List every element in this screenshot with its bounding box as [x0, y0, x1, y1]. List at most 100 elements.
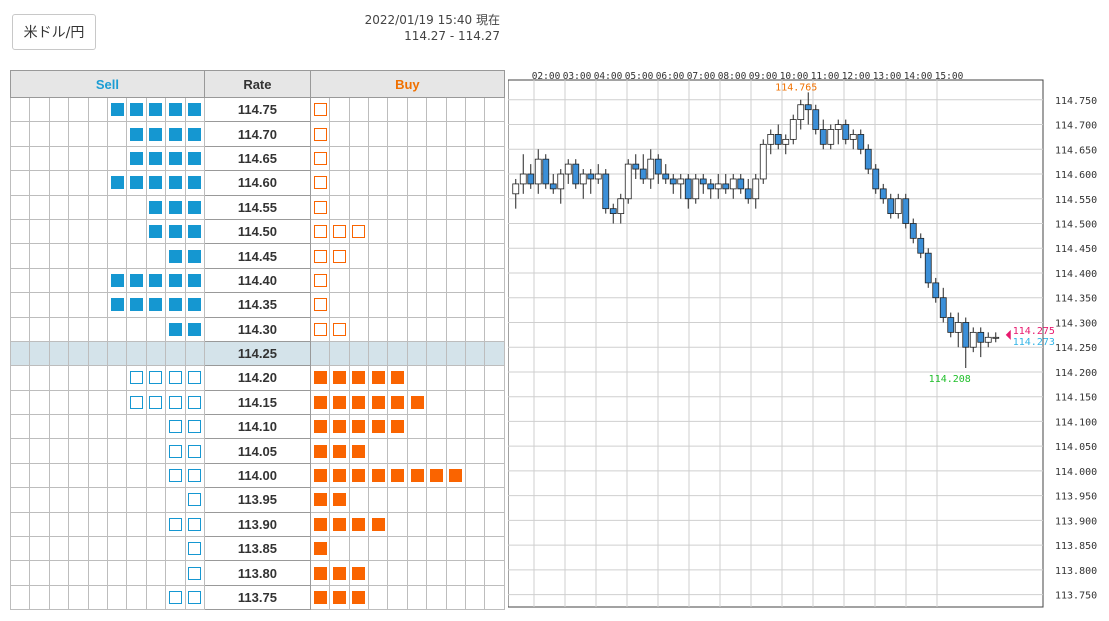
candle-down: [932, 282, 940, 299]
sell-cell: [165, 438, 186, 464]
sell-cell: [106, 316, 128, 342]
y-axis-tick-label: 113.950: [1055, 492, 1097, 503]
sell-order-block: [188, 444, 202, 458]
sell-cell: [48, 194, 70, 220]
candle-down: [977, 331, 985, 343]
candle-down: [804, 104, 812, 111]
buy-order-block: [371, 371, 385, 385]
sell-order-block: [188, 273, 202, 287]
sell-cell: [87, 170, 108, 196]
candle-up: [557, 173, 565, 190]
candle-down: [939, 297, 947, 318]
buy-cell: [426, 170, 447, 196]
buy-cell: [309, 267, 331, 294]
candle-up: [512, 183, 520, 195]
buy-cell: [445, 243, 467, 269]
order-book-row: 114.30: [9, 316, 505, 342]
sell-order-block: [149, 200, 163, 214]
buy-cell: [445, 145, 467, 172]
x-axis-tick-label: 06:00: [656, 71, 685, 82]
sell-order-block: [168, 444, 182, 458]
buy-cell: [329, 218, 350, 245]
order-book-row: 114.45: [9, 243, 505, 269]
sell-cell: [145, 389, 167, 416]
buy-cell: [445, 487, 467, 513]
sell-cell: [48, 511, 70, 538]
sell-cell: [126, 584, 147, 611]
sell-cell: [68, 316, 89, 342]
rate-cell: 114.60: [203, 170, 311, 196]
candle-down: [864, 148, 872, 170]
buy-cell: [309, 365, 331, 391]
sell-cell: [48, 584, 70, 611]
sell-cell: [29, 438, 50, 464]
sell-order-block: [110, 273, 124, 287]
x-axis-tick-label: 13:00: [873, 71, 902, 82]
buy-cell: [368, 365, 389, 391]
sell-cell: [165, 170, 186, 196]
candle-up: [894, 198, 902, 215]
buy-order-block: [371, 420, 385, 434]
buy-cell: [406, 511, 428, 538]
y-axis-tick-label: 114.500: [1055, 220, 1097, 231]
sell-order-block: [149, 225, 163, 239]
candle-down: [654, 158, 662, 175]
sell-cell: [29, 511, 50, 538]
y-axis-tick-label: 114.250: [1055, 343, 1097, 354]
sell-cell: [165, 487, 186, 513]
buy-cell: [348, 121, 370, 147]
buy-cell: [445, 218, 467, 245]
sell-cell: [29, 170, 50, 196]
order-book-row: 113.85: [9, 536, 505, 562]
buy-cell: [465, 170, 486, 196]
buy-cell: [465, 267, 486, 294]
sell-cell: [68, 560, 89, 586]
buy-cell: [368, 218, 389, 245]
buy-cell: [465, 340, 486, 367]
buy-cell: [387, 487, 408, 513]
sell-cell: [68, 292, 89, 318]
sell-order-block: [188, 469, 202, 483]
sell-cell: [29, 389, 50, 416]
currency-pair-button[interactable]: 米ドル/円: [12, 14, 96, 50]
sell-cell: [68, 462, 89, 489]
buy-cell: [368, 462, 389, 489]
sell-cell: [9, 194, 31, 220]
sell-cell: [106, 96, 128, 123]
bid-price-label: 114.273: [1013, 337, 1055, 348]
sell-order-block: [188, 420, 202, 434]
sell-cell: [126, 96, 147, 123]
candle-down: [662, 173, 670, 180]
candle-down: [587, 173, 595, 180]
sell-cell: [48, 389, 70, 416]
sell-cell: [9, 487, 31, 513]
buy-cell: [329, 340, 350, 367]
buy-cell: [387, 316, 408, 342]
sell-cell: [48, 292, 70, 318]
sell-cell: [106, 438, 128, 464]
buy-cell: [348, 438, 370, 464]
buy-cell: [445, 389, 467, 416]
sell-order-block: [110, 103, 124, 117]
buy-cell: [329, 462, 350, 489]
order-book-row: 114.50: [9, 218, 505, 245]
buy-cell: [465, 536, 486, 562]
sell-cell: [145, 511, 167, 538]
sell-cell: [184, 121, 205, 147]
sell-cell: [29, 316, 50, 342]
buy-cell: [406, 121, 428, 147]
buy-cell: [426, 584, 447, 611]
sell-cell: [68, 170, 89, 196]
sell-cell: [184, 170, 205, 196]
sell-cell: [106, 218, 128, 245]
rate-timestamp: 2022/01/19 15:40 現在 114.27 - 114.27: [350, 12, 500, 44]
sell-cell: [48, 560, 70, 586]
buy-cell: [445, 121, 467, 147]
buy-cell: [406, 170, 428, 196]
sell-cell: [184, 316, 205, 342]
order-book-body: 114.75 114.70 114.65 114.60 114.55 114.50 114.…: [9, 96, 505, 611]
buy-cell: [348, 267, 370, 294]
buy-cell: [309, 487, 331, 513]
sell-cell: [9, 292, 31, 318]
buy-cell: [406, 340, 428, 367]
